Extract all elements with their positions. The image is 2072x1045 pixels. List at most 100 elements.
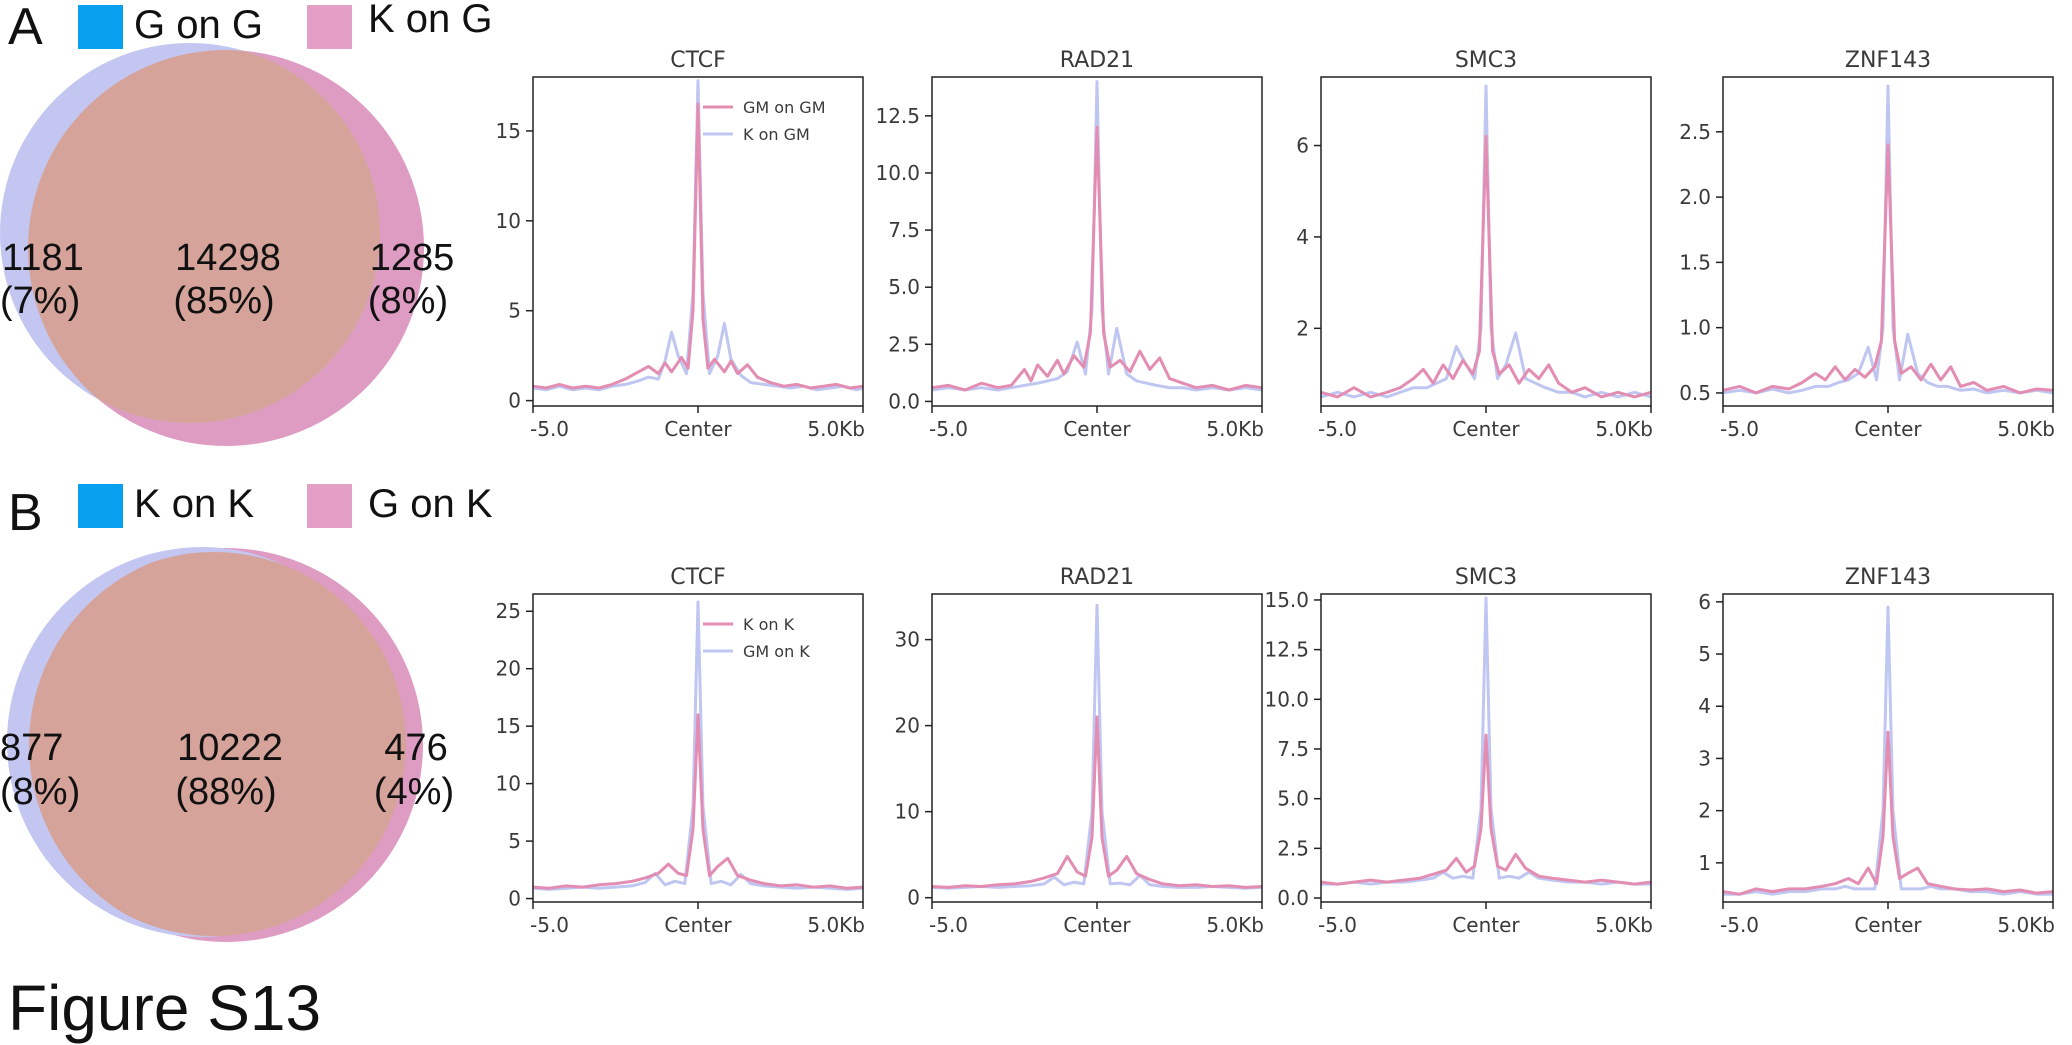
- venn-b-right-count: 476: [384, 727, 447, 769]
- x-tick-label: Center: [1063, 913, 1131, 937]
- series-line-pink: [532, 102, 864, 390]
- venn-b: 877 (8%) 10222 (88%) 476 (4%): [0, 547, 454, 942]
- y-tick-label: 0.0: [888, 389, 920, 413]
- y-tick-label: 7.5: [1277, 737, 1309, 761]
- y-tick-label: 4: [1296, 225, 1309, 249]
- y-tick-label: 12.5: [875, 104, 920, 128]
- legend-swatch-blue: [78, 5, 123, 49]
- panel-a-legend-1: G on G: [134, 3, 263, 47]
- x-tick-label: 5.0Kb: [807, 417, 865, 441]
- y-tick-label: 15: [496, 119, 521, 143]
- series-line-pink: [532, 713, 864, 890]
- x-tick-label: 5.0Kb: [1595, 417, 1653, 441]
- legend-swatch-pink-b: [307, 484, 352, 528]
- series-line-pink: [1722, 143, 2054, 395]
- y-tick-label: 5: [508, 299, 521, 323]
- x-tick-label: 5.0Kb: [1595, 913, 1653, 937]
- venn-b-overlap-pct: (88%): [175, 771, 276, 813]
- y-tick-label: 30: [895, 628, 920, 652]
- y-tick-label: 0: [508, 887, 521, 911]
- panel-b-letter: B: [8, 484, 43, 542]
- x-tick-label: -5.0: [1318, 417, 1357, 441]
- y-tick-label: 5.0: [888, 275, 920, 299]
- y-tick-label: 4: [1698, 694, 1711, 718]
- chart-4: CTCF 0 5 10 15 20 25 -5.0 Center 5.0Kb K on K GM on…: [496, 565, 865, 937]
- x-tick-label: -5.0: [929, 913, 968, 937]
- chart-7: ZNF143 1 2 3 4 5 6 -5.0 Center 5.0Kb: [1698, 565, 2055, 937]
- x-tick-label: -5.0: [530, 913, 569, 937]
- x-tick-label: -5.0: [1318, 913, 1357, 937]
- chart-title: CTCF: [670, 565, 726, 590]
- y-tick-label: 15.0: [1264, 588, 1309, 612]
- series-line-lavender: [931, 80, 1263, 392]
- venn-b-overlap-count: 10222: [177, 727, 283, 769]
- panel-b-legend-1: K on K: [134, 482, 254, 526]
- y-tick-label: 1: [1698, 851, 1711, 875]
- series-line-lavender: [1320, 84, 1652, 399]
- y-tick-label: 5: [1698, 642, 1711, 666]
- chart-3: ZNF143 0.5 1.0 1.5 2.0 2.5 -5.0 Center 5.0Kb: [1679, 48, 2055, 441]
- figure-label: Figure S13: [8, 972, 321, 1044]
- y-tick-label: 6: [1698, 590, 1711, 614]
- series-line-pink: [931, 125, 1263, 392]
- y-tick-label: 0.0: [1277, 886, 1309, 910]
- x-tick-label: -5.0: [1720, 913, 1759, 937]
- panel-a-legend-2: K on G: [368, 0, 493, 41]
- venn-a-overlap: [28, 50, 380, 423]
- venn-b-overlap: [29, 552, 406, 936]
- venn-a-left-count: 1181: [2, 237, 84, 279]
- y-tick-label: 10.0: [1264, 687, 1309, 711]
- panel-b-legend-2: G on K: [368, 482, 493, 526]
- y-tick-label: 2: [1698, 799, 1711, 823]
- x-tick-label: -5.0: [929, 417, 968, 441]
- y-tick-label: 10.0: [875, 161, 920, 185]
- x-tick-label: Center: [1452, 913, 1520, 937]
- legend-label: K on GM: [743, 125, 810, 144]
- chart-title: ZNF143: [1845, 565, 1931, 590]
- y-tick-label: 10: [496, 772, 521, 796]
- chart-0: CTCF 0 5 10 15 -5.0 Center 5.0Kb GM on GM K on GM: [496, 48, 865, 441]
- series-line-pink: [931, 715, 1263, 889]
- x-tick-label: 5.0Kb: [807, 913, 865, 937]
- y-tick-label: 1.5: [1679, 250, 1711, 274]
- chart-1: RAD21 0.0 2.5 5.0 7.5 10.0 12.5 -5.0 Center 5.0Kb: [875, 48, 1264, 441]
- y-tick-label: 15: [496, 714, 521, 738]
- series-line-pink: [1320, 733, 1652, 886]
- series-line-lavender: [1722, 84, 2054, 395]
- x-tick-label: 5.0Kb: [1206, 913, 1264, 937]
- x-tick-label: Center: [1452, 417, 1520, 441]
- chart-2: SMC3 2 4 6 -5.0 Center 5.0Kb: [1296, 48, 1653, 441]
- x-tick-label: Center: [1063, 417, 1131, 441]
- series-line-lavender: [1723, 605, 2053, 896]
- y-tick-label: 2.0: [1679, 185, 1711, 209]
- x-tick-label: -5.0: [1720, 417, 1759, 441]
- venn-b-left-pct: (8%): [0, 771, 80, 813]
- x-tick-label: 5.0Kb: [1997, 913, 2055, 937]
- x-tick-label: Center: [664, 417, 732, 441]
- x-tick-label: -5.0: [530, 417, 569, 441]
- panel-b-header: B K on K G on K: [8, 482, 493, 542]
- y-tick-label: 20: [496, 657, 521, 681]
- series-line-lavender: [532, 79, 864, 392]
- y-tick-label: 6: [1296, 134, 1309, 158]
- y-tick-label: 2.5: [888, 332, 920, 356]
- panel-a-letter: A: [8, 0, 43, 56]
- y-tick-label: 5.0: [1277, 787, 1309, 811]
- venn-a-overlap-count: 14298: [175, 237, 281, 279]
- venn-b-right-pct: (4%): [374, 771, 454, 813]
- y-tick-label: 2.5: [1277, 836, 1309, 860]
- chart-title: SMC3: [1455, 48, 1517, 73]
- chart-5: RAD21 0 10 20 30 -5.0 Center 5.0Kb: [895, 565, 1264, 937]
- x-tick-label: 5.0Kb: [1997, 417, 2055, 441]
- legend-label: K on K: [743, 615, 795, 634]
- series-line-lavender: [532, 600, 864, 891]
- venn-a: 1181 (7%) 14298 (85%) 1285 (8%): [0, 43, 454, 446]
- chart-title: ZNF143: [1845, 48, 1931, 73]
- y-tick-label: 1.0: [1679, 316, 1711, 340]
- y-tick-label: 25: [496, 599, 521, 623]
- venn-b-left-count: 877: [0, 727, 63, 769]
- chart-title: SMC3: [1455, 565, 1517, 590]
- venn-a-right-count: 1285: [370, 237, 455, 279]
- x-tick-label: Center: [1854, 913, 1922, 937]
